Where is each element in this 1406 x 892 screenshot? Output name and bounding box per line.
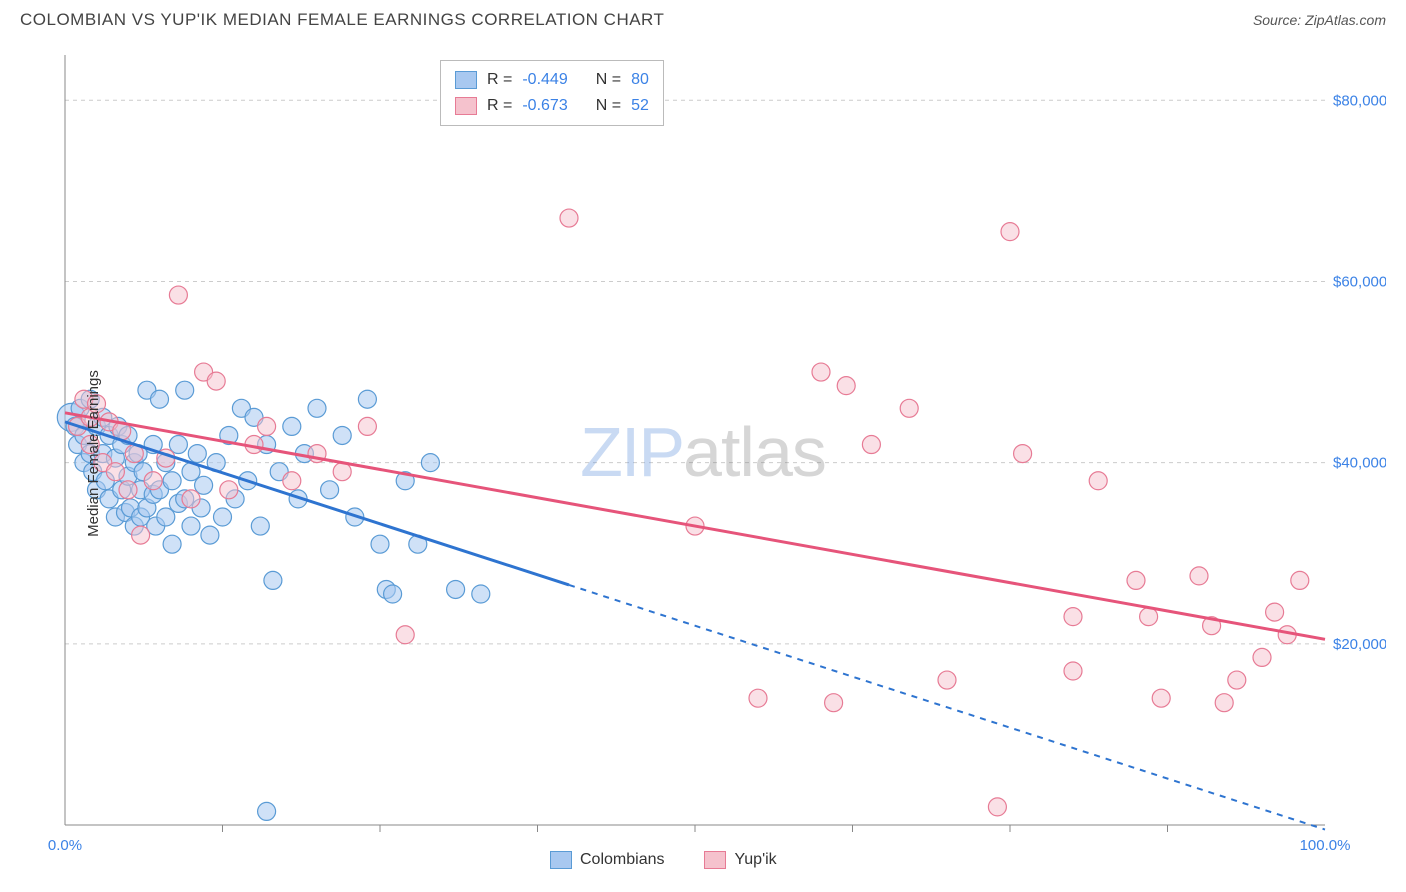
scatter-point [195,476,213,494]
scatter-point [163,535,181,553]
r-value: -0.449 [522,67,567,93]
scatter-point [151,390,169,408]
scatter-point [220,481,238,499]
scatter-point [862,436,880,454]
source-label: Source: ZipAtlas.com [1253,12,1386,28]
scatter-point [1127,571,1145,589]
svg-text:$20,000: $20,000 [1333,636,1386,653]
scatter-point [1089,472,1107,490]
svg-text:$60,000: $60,000 [1333,273,1386,290]
scatter-point [119,481,137,499]
correlation-legend: R = -0.449 N = 80 R = -0.673 N = 52 [440,60,664,126]
scatter-point [1253,648,1271,666]
scatter-point [188,445,206,463]
scatter-point [900,399,918,417]
scatter-point [333,426,351,444]
scatter-point [358,390,376,408]
scatter-point [264,571,282,589]
r-label: R = [487,67,512,93]
svg-text:100.0%: 100.0% [1300,837,1351,854]
scatter-point [812,363,830,381]
scatter-point [1064,662,1082,680]
scatter-point [384,585,402,603]
series-legend-item: Yup'ik [704,851,776,869]
r-value: -0.673 [522,93,567,119]
scatter-point [1266,603,1284,621]
scatter-point [163,472,181,490]
chart-title: COLOMBIAN VS YUP'IK MEDIAN FEMALE EARNIN… [20,10,664,30]
legend-swatch [455,71,477,89]
scatter-point [1152,689,1170,707]
scatter-point [132,526,150,544]
scatter-point [182,490,200,508]
scatter-point [207,372,225,390]
svg-text:0.0%: 0.0% [48,837,82,854]
scatter-point [157,508,175,526]
scatter-point [421,454,439,472]
y-axis-label: Median Female Earnings [85,370,102,537]
scatter-point [144,472,162,490]
n-value: 52 [631,93,649,119]
scatter-point [396,626,414,644]
scatter-point [749,689,767,707]
legend-swatch [550,851,572,869]
scatter-point [472,585,490,603]
scatter-point [988,798,1006,816]
scatter-point [447,580,465,598]
series-legend-item: Colombians [550,851,664,869]
series-legend-label: Colombians [580,851,664,869]
n-label: N = [596,93,621,119]
scatter-point [1215,694,1233,712]
series-legend: Colombians Yup'ik [550,851,777,869]
svg-text:$40,000: $40,000 [1333,455,1386,472]
scatter-point [560,209,578,227]
scatter-point [258,417,276,435]
n-value: 80 [631,67,649,93]
scatter-point [1001,223,1019,241]
n-label: N = [596,67,621,93]
correlation-legend-row: R = -0.449 N = 80 [455,67,649,93]
scatter-point [1140,608,1158,626]
scatter-point [1228,671,1246,689]
scatter-point [169,436,187,454]
scatter-point [371,535,389,553]
scatter-point [258,802,276,820]
scatter-point [283,472,301,490]
scatter-point [1014,445,1032,463]
scatter-chart: $20,000 $40,000 $60,000 $80,000 0.0% 100.0% [20,45,1386,875]
scatter-point [333,463,351,481]
legend-swatch [704,851,726,869]
scatter-point [106,463,124,481]
scatter-point [358,417,376,435]
scatter-point [837,377,855,395]
scatter-point [308,399,326,417]
scatter-point [1190,567,1208,585]
scatter-point [1064,608,1082,626]
scatter-point [176,381,194,399]
scatter-point [321,481,339,499]
scatter-point [201,526,219,544]
scatter-point [169,286,187,304]
correlation-legend-row: R = -0.673 N = 52 [455,93,649,119]
scatter-point [825,694,843,712]
chart-container: Median Female Earnings ZIPatlas $20,000$… [20,45,1386,875]
scatter-point [938,671,956,689]
scatter-point [214,508,232,526]
legend-swatch [455,97,477,115]
svg-text:$80,000: $80,000 [1333,92,1386,109]
scatter-point [251,517,269,535]
series-legend-label: Yup'ik [734,851,776,869]
scatter-point [283,417,301,435]
scatter-point [182,517,200,535]
r-label: R = [487,93,512,119]
scatter-point [1291,571,1309,589]
